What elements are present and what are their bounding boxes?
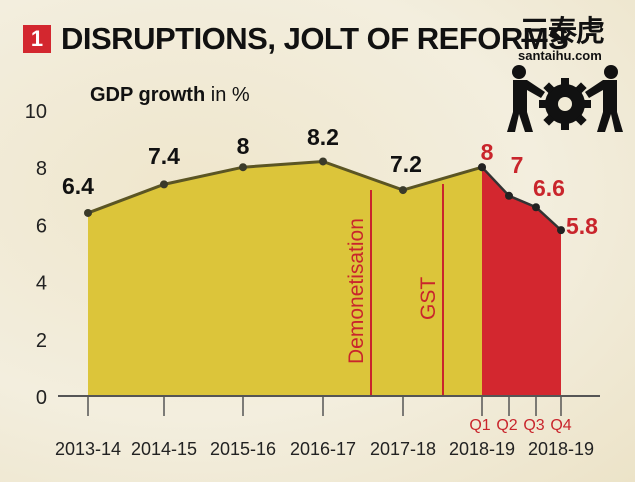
x-category-label: 2017-18	[370, 439, 436, 459]
x-category-label: 2014-15	[131, 439, 197, 459]
x-category-label: 2013-14	[55, 439, 121, 459]
y-tick-label: 6	[36, 215, 47, 237]
quarterly-line	[481, 166, 562, 232]
y-tick-label: 2	[36, 330, 47, 352]
chart-title: DISRUPTIONS, JOLT OF REFORMS	[61, 21, 569, 56]
quarterly-data-label: 5.8	[566, 213, 598, 239]
watermark-logo-text: 三泰虎	[520, 14, 605, 48]
y-tick-label: 0	[36, 387, 47, 409]
annual-data-label: 8.2	[307, 124, 339, 150]
quarterly-data-label: 6.6	[533, 175, 565, 201]
y-tick-label: 8	[36, 158, 47, 180]
quarterly-group-label: 2018-19	[528, 439, 594, 459]
annual-data-label: 6.4	[62, 173, 94, 199]
y-axis-label: GDP growth in %	[90, 84, 250, 106]
y-tick-label: 4	[36, 273, 47, 295]
annual-point	[160, 180, 168, 189]
annual-data-label: 7.2	[390, 151, 422, 177]
quarterly-point	[532, 203, 540, 212]
annual-data-label: 8	[237, 133, 250, 159]
annual-area	[88, 161, 482, 396]
x-category-label: 2015-16	[210, 439, 276, 459]
y-tick-label: 10	[25, 101, 47, 123]
quarter-label: Q1	[469, 417, 490, 434]
watermark-url: santaihu.com	[518, 48, 602, 63]
quarterly-area	[482, 167, 561, 396]
quarter-label: Q3	[523, 417, 544, 434]
annual-point	[319, 157, 327, 166]
quarterly-point	[557, 226, 565, 235]
annual-point	[239, 163, 247, 172]
annotation-label-demonetisation: Demonetisation	[345, 218, 368, 364]
quarter-label: Q2	[496, 417, 517, 434]
quarter-label: Q4	[550, 417, 571, 434]
quarterly-point	[478, 163, 486, 172]
people-pushing-gear-icon	[507, 65, 623, 132]
y-axis-label-bold: GDP growth	[90, 84, 205, 106]
annual-line	[87, 159, 483, 215]
annual-point	[399, 186, 407, 195]
y-axis-label-unit: in %	[205, 84, 250, 106]
chart-number-badge: 1	[23, 25, 51, 53]
annual-point	[84, 208, 92, 217]
annual-data-label: 7.4	[148, 143, 180, 169]
quarterly-data-label: 7	[511, 152, 524, 178]
x-category-label: 2018-19	[449, 439, 515, 459]
annotation-label-gst: GST	[417, 277, 440, 320]
annual-data-label: 8	[481, 139, 494, 165]
quarterly-point	[505, 191, 513, 200]
x-category-label: 2016-17	[290, 439, 356, 459]
